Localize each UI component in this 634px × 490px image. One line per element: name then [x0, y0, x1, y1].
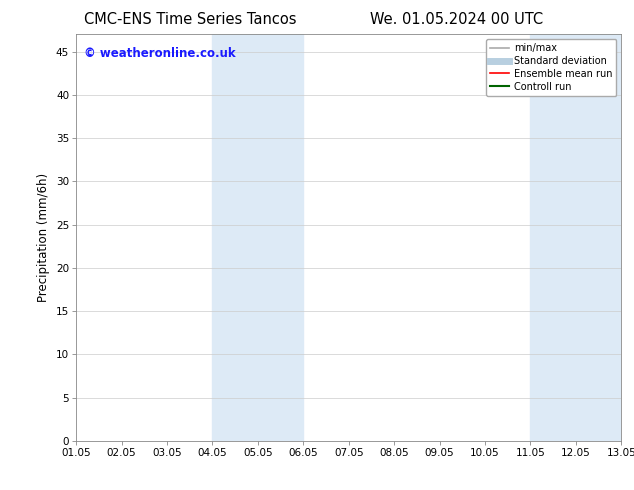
Text: © weatheronline.co.uk: © weatheronline.co.uk: [84, 47, 236, 59]
Text: We. 01.05.2024 00 UTC: We. 01.05.2024 00 UTC: [370, 12, 543, 27]
Text: CMC-ENS Time Series Tancos: CMC-ENS Time Series Tancos: [84, 12, 297, 27]
Legend: min/max, Standard deviation, Ensemble mean run, Controll run: min/max, Standard deviation, Ensemble me…: [486, 39, 616, 96]
Y-axis label: Precipitation (mm/6h): Precipitation (mm/6h): [37, 173, 50, 302]
Bar: [531, 34, 621, 441]
Bar: [212, 34, 303, 441]
